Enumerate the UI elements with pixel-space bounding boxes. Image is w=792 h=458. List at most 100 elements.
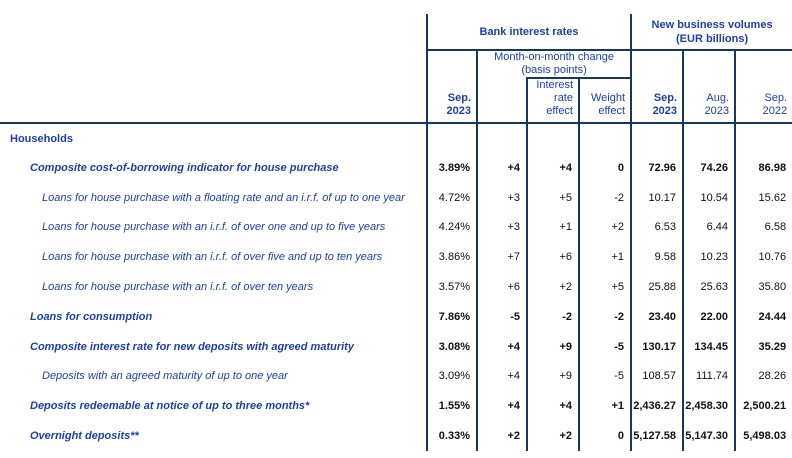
cell-weight-effect: -2: [577, 182, 632, 213]
cell-volume-sep-2023: 23.40: [630, 301, 684, 332]
cell-interest-rate-effect: +5: [526, 182, 579, 213]
cell-volume-aug-2023: 10.23: [682, 242, 736, 273]
cell-volume-aug-2023: 2,458.30: [682, 391, 736, 422]
row-label-column-header: [0, 14, 427, 124]
cell-bank-rate: 4.72%: [426, 182, 477, 213]
cell-interest-rate-effect: +4: [526, 153, 579, 183]
cell-mom-change: +4: [476, 331, 527, 362]
cell-bank-rate: 7.86%: [426, 301, 477, 332]
cell-interest-rate-effect: -2: [526, 301, 579, 332]
row-label: Deposits redeemable at notice of up to t…: [30, 400, 310, 413]
column-header-mom-total-empty: [476, 78, 527, 124]
cell-volume-aug-2023: 74.26: [682, 153, 736, 183]
table-row: Loans for house purchase with an i.r.f. …: [0, 272, 792, 302]
cell-volume-sep-2023: 2,436.27: [630, 391, 684, 422]
column-header-volume-sep-2023: Sep. 2023: [630, 50, 684, 124]
cell-weight-effect: 0: [577, 153, 632, 183]
cell-volume-sep-2022: 24.44: [734, 301, 792, 332]
cell-interest-rate-effect: [526, 123, 579, 153]
row-label: Loans for house purchase with an i.r.f. …: [42, 281, 314, 294]
cell-weight-effect: +1: [577, 391, 632, 422]
column-header-bank-rate-sep-2023: Sep. 2023: [426, 50, 477, 124]
table-row: Households: [0, 123, 792, 153]
cell-volume-sep-2023: [630, 123, 684, 153]
table-row: Overnight deposits** 0.33% +2 +2 0 5,127…: [0, 421, 792, 451]
cell-bank-rate: [426, 123, 477, 153]
cell-bank-rate: 3.89%: [426, 153, 477, 183]
cell-volume-aug-2023: 25.63: [682, 272, 736, 302]
cell-volume-aug-2023: 5,147.30: [682, 421, 736, 451]
table-body: Households Composite cost-of-borrowing i…: [0, 123, 792, 451]
cell-bank-rate: 3.57%: [426, 272, 477, 302]
cell-mom-change: +6: [476, 272, 527, 302]
cell-weight-effect: +2: [577, 212, 632, 243]
cell-volume-sep-2022: 86.98: [734, 153, 792, 183]
cell-mom-change: +7: [476, 242, 527, 273]
cell-volume-sep-2023: 6.53: [630, 212, 684, 243]
cell-mom-change: +2: [476, 421, 527, 451]
rates-table: Bank interest rates New business volumes…: [0, 14, 792, 451]
cell-bank-rate: 1.55%: [426, 391, 477, 422]
cell-interest-rate-effect: +1: [526, 212, 579, 243]
cell-mom-change: -5: [476, 301, 527, 332]
cell-weight-effect: +1: [577, 242, 632, 273]
table-row: Composite interest rate for new deposits…: [0, 331, 792, 362]
table-row: Loans for house purchase with an i.r.f. …: [0, 212, 792, 243]
cell-interest-rate-effect: +2: [526, 421, 579, 451]
cell-interest-rate-effect: +9: [526, 361, 579, 392]
cell-interest-rate-effect: +4: [526, 391, 579, 422]
cell-volume-sep-2023: 72.96: [630, 153, 684, 183]
column-header-interest-rate-effect: Interest rate effect: [526, 77, 579, 124]
cell-volume-sep-2022: 15.62: [734, 182, 792, 213]
cell-mom-change: +3: [476, 212, 527, 243]
table-row: Loans for house purchase with a floating…: [0, 182, 792, 213]
month-on-month-change-header: Month-on-month change (basis points): [475, 50, 632, 78]
cell-volume-sep-2022: [734, 123, 792, 153]
cell-weight-effect: -5: [577, 331, 632, 362]
cell-weight-effect: [577, 123, 632, 153]
cell-volume-sep-2022: 6.58: [734, 212, 792, 243]
cell-mom-change: +3: [476, 182, 527, 213]
row-label: Households: [10, 132, 73, 145]
new-business-volumes-section-header: New business volumes (EUR billions): [630, 14, 792, 51]
cell-volume-sep-2023: 108.57: [630, 361, 684, 392]
row-label: Loans for house purchase with a floating…: [42, 191, 405, 204]
cell-bank-rate: 3.86%: [426, 242, 477, 273]
row-label: Loans for house purchase with an i.r.f. …: [42, 221, 386, 234]
cell-mom-change: [476, 123, 527, 153]
cell-weight-effect: +5: [577, 272, 632, 302]
cell-weight-effect: -5: [577, 361, 632, 392]
cell-volume-sep-2022: 35.29: [734, 331, 792, 362]
table-row: Composite cost-of-borrowing indicator fo…: [0, 153, 792, 183]
table-row: Deposits redeemable at notice of up to t…: [0, 391, 792, 422]
table-header: Bank interest rates New business volumes…: [0, 14, 792, 124]
cell-volume-aug-2023: [682, 123, 736, 153]
row-label: Deposits with an agreed maturity of up t…: [42, 370, 288, 383]
row-label: Composite cost-of-borrowing indicator fo…: [30, 161, 339, 174]
cell-bank-rate: 4.24%: [426, 212, 477, 243]
cell-interest-rate-effect: +6: [526, 242, 579, 273]
cell-volume-sep-2022: 10.76: [734, 242, 792, 273]
cell-mom-change: +4: [476, 153, 527, 183]
column-header-weight-effect: Weight effect: [577, 77, 632, 124]
cell-interest-rate-effect: +9: [526, 331, 579, 362]
cell-volume-aug-2023: 10.54: [682, 182, 736, 213]
cell-mom-change: +4: [476, 391, 527, 422]
cell-bank-rate: 0.33%: [426, 421, 477, 451]
row-label: Loans for consumption: [30, 310, 153, 323]
cell-weight-effect: 0: [577, 421, 632, 451]
cell-volume-sep-2023: 10.17: [630, 182, 684, 213]
cell-interest-rate-effect: +2: [526, 272, 579, 302]
cell-volume-sep-2023: 5,127.58: [630, 421, 684, 451]
table-row: Deposits with an agreed maturity of up t…: [0, 361, 792, 392]
cell-volume-aug-2023: 22.00: [682, 301, 736, 332]
cell-volume-aug-2023: 6.44: [682, 212, 736, 243]
bank-interest-rates-section-header: Bank interest rates: [425, 14, 632, 51]
cell-volume-sep-2023: 25.88: [630, 272, 684, 302]
row-label: Loans for house purchase with an i.r.f. …: [42, 251, 383, 264]
cell-volume-sep-2023: 9.58: [630, 242, 684, 273]
cell-volume-sep-2022: 2,500.21: [734, 391, 792, 422]
cell-volume-sep-2022: 28.26: [734, 361, 792, 392]
cell-volume-aug-2023: 134.45: [682, 331, 736, 362]
